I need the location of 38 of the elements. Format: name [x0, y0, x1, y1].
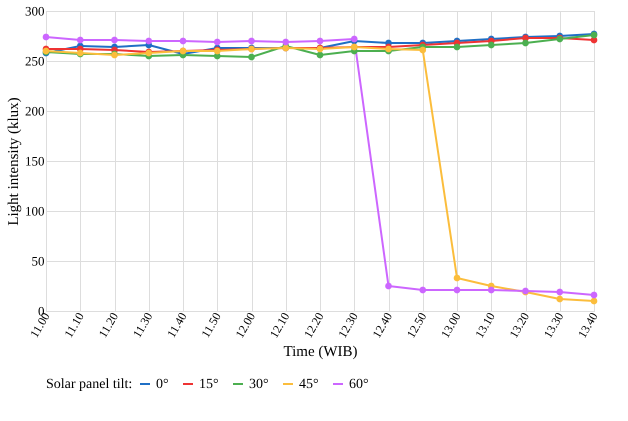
- point: [316, 38, 324, 44]
- point: [454, 44, 460, 50]
- legend-label: 60°: [349, 377, 369, 392]
- y-tick-label: 50: [32, 254, 44, 268]
- point: [385, 282, 392, 290]
- legend-label: 15°: [199, 377, 219, 392]
- point: [556, 296, 564, 302]
- point: [282, 38, 290, 46]
- point: [590, 292, 598, 298]
- point: [145, 38, 152, 44]
- point: [454, 286, 460, 294]
- y-tick-label: 150: [25, 154, 44, 168]
- point: [419, 46, 426, 54]
- point: [522, 40, 529, 46]
- y-tick-label: 200: [25, 104, 44, 118]
- point: [76, 36, 84, 44]
- legend-title: Solar panel tilt:: [46, 377, 132, 392]
- y-tick-label: 100: [25, 204, 44, 218]
- y-tick-label: 250: [25, 54, 44, 68]
- x-axis-title: Time (WIB): [283, 344, 358, 360]
- point: [248, 38, 255, 44]
- point: [316, 52, 324, 58]
- legend-label: 30°: [249, 377, 269, 392]
- point: [419, 286, 426, 294]
- point: [180, 38, 186, 44]
- point: [488, 42, 495, 48]
- point: [488, 286, 495, 294]
- legend-label: 0°: [156, 377, 169, 392]
- point: [590, 298, 598, 304]
- point: [454, 274, 460, 282]
- y-axis-title: Light intensity (klux): [6, 97, 22, 226]
- point: [42, 34, 50, 40]
- point: [214, 38, 221, 46]
- point: [111, 36, 118, 44]
- y-tick-label: 300: [25, 4, 44, 18]
- legend-label: 45°: [299, 377, 319, 392]
- point: [556, 288, 564, 296]
- point: [248, 54, 255, 60]
